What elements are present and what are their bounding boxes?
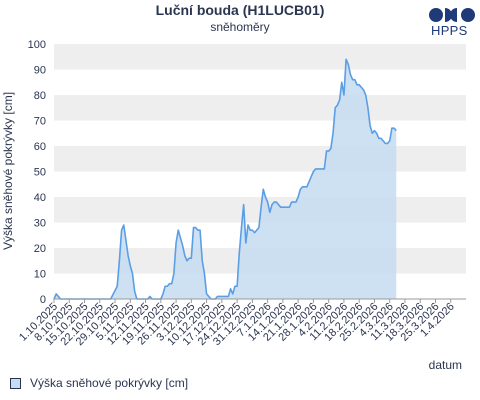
y-tick-label: 90 [34, 65, 46, 77]
y-tick-label: 20 [34, 243, 46, 255]
series-area-fill [54, 59, 397, 299]
grid-band [54, 44, 466, 70]
y-tick-label: 60 [34, 141, 46, 153]
y-tick-label: 0 [40, 294, 46, 306]
grid-band [54, 146, 466, 172]
x-axis-label: datum [429, 358, 462, 372]
y-tick-label: 30 [34, 218, 46, 230]
legend: Výška sněhové pokrývky [cm] [10, 376, 188, 390]
y-tick-label: 40 [34, 192, 46, 204]
y-tick-label: 50 [34, 167, 46, 179]
y-tick-label: 80 [34, 90, 46, 102]
chart-title: Luční bouda (H1LUCB01) [155, 2, 325, 18]
legend-swatch [10, 377, 21, 389]
logo-circle-right-icon [461, 8, 475, 22]
y-tick-label: 10 [34, 269, 46, 281]
series-area [53, 58, 397, 300]
snow-depth-chart: 0 10 20 30 40 50 60 70 80 90 100 1.10.20258.10.202… [1, 39, 466, 372]
hpps-logo-icon [429, 8, 475, 22]
legend-label: Výška sněhové pokrývky [cm] [30, 376, 189, 390]
x-axis-ticks: 1.10.20258.10.202515.10.202522.10.202529… [17, 299, 457, 348]
y-axis-ticks: 0 10 20 30 40 50 60 70 80 90 100 [28, 39, 46, 306]
series-line [53, 58, 397, 300]
y-tick-label: 100 [28, 39, 46, 51]
y-axis-label: Výška sněhové pokrývky [cm] [1, 92, 15, 250]
logo-text: HPPS [431, 23, 468, 38]
grid-band [54, 95, 466, 121]
logo-half-right-icon [450, 8, 457, 22]
logo-half-left-icon [445, 8, 452, 22]
y-tick-label: 70 [34, 116, 46, 128]
chart-subtitle: sněhoměry [210, 20, 270, 34]
logo-circle-left-icon [429, 8, 443, 22]
